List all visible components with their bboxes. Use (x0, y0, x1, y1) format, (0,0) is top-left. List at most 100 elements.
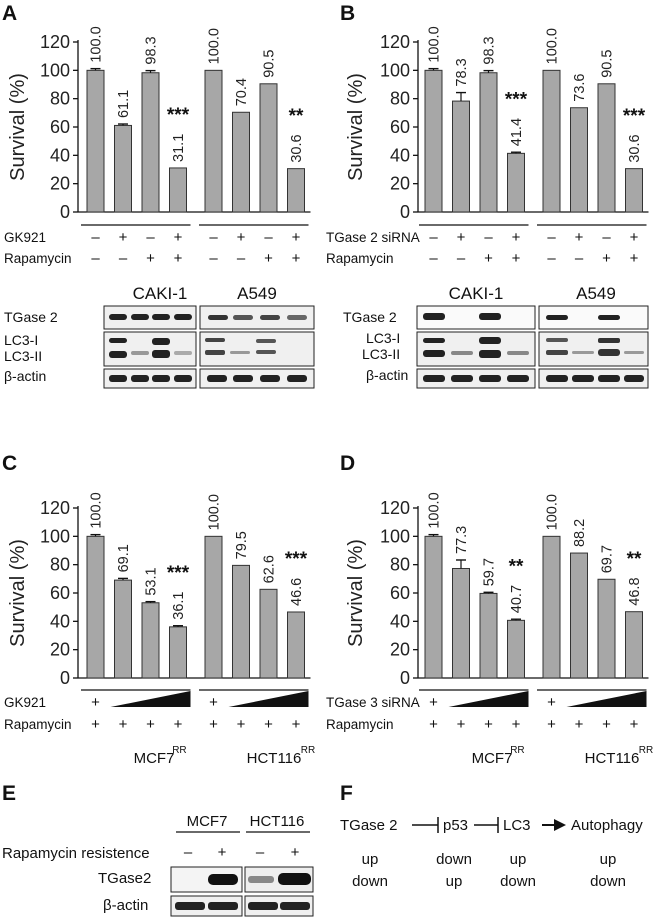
condition-sign: + (292, 716, 301, 733)
y-tick-label: 80 (390, 555, 410, 575)
data-label: 100.0 (207, 494, 223, 530)
bar (287, 611, 305, 679)
data-label: 100.0 (545, 28, 561, 64)
condition-sign: – (91, 229, 100, 246)
blot-box (416, 305, 536, 330)
blot-band (152, 338, 170, 345)
condition-sign: + (119, 716, 128, 733)
condition-sign: + (119, 229, 128, 246)
y-tick-label: 120 (40, 498, 70, 518)
blot-band (174, 351, 192, 355)
cell-line-superscript: RR (510, 745, 524, 756)
condition-sign: + (484, 716, 493, 733)
bar (452, 567, 470, 679)
western-blot-b: CAKI-1 A549 TGase 2 LC3-I LC3-II β-actin (343, 284, 649, 389)
bar (424, 69, 443, 213)
condition-sign: + (292, 250, 301, 267)
blot-band (109, 375, 127, 382)
blot-a-cell-a549: A549 (237, 284, 277, 303)
dose-ramp (110, 691, 191, 707)
condition-sign: + (237, 716, 246, 733)
y-tick-label: 120 (380, 498, 410, 518)
dose-ramp (228, 691, 309, 707)
panel-f-pathway: TGase 2 p53 LC3 Autophagy up down up up … (340, 817, 643, 890)
condition-sign: – (209, 250, 218, 267)
blot-band (174, 375, 192, 382)
condition-label: GK921 (4, 695, 46, 710)
blot-band (598, 315, 620, 320)
panel-label-d: D (340, 452, 355, 475)
significance-marker: *** (623, 106, 646, 127)
y-tick-label: 40 (50, 611, 70, 631)
y-tick-label: 100 (380, 60, 410, 80)
y-axis-label: Survival (%) (7, 539, 29, 647)
blot-band (423, 313, 445, 320)
pathway-level: up (510, 851, 527, 868)
y-axis-label: Survival (%) (345, 73, 367, 181)
significance-marker: *** (167, 105, 190, 126)
blot-a-label-lc3i: LC3-I (4, 332, 38, 348)
panel-e-cell-hct116: HCT116 (250, 813, 305, 830)
blot-box (199, 368, 315, 389)
pathway-node-p53: p53 (443, 817, 468, 834)
condition-sign: + (575, 229, 584, 246)
significance-marker: ** (289, 106, 304, 127)
pathway-node-autophagy: Autophagy (571, 817, 643, 834)
data-label: 53.1 (144, 567, 160, 595)
blot-a-label-lc3ii: LC3-II (4, 348, 42, 364)
blot-b-cell-caki: CAKI-1 (449, 284, 504, 303)
blot-band (109, 314, 127, 320)
significance-marker: ** (509, 556, 524, 577)
y-axis-label: Survival (%) (345, 539, 367, 647)
blot-band (572, 375, 594, 382)
blot-box (103, 368, 197, 389)
panel-label-b: B (340, 2, 355, 25)
blot-band (233, 315, 253, 320)
cell-line-superscript: RR (172, 745, 186, 756)
bar (259, 588, 278, 679)
condition-sign: + (174, 229, 183, 246)
blot-band (131, 351, 149, 355)
data-label: 78.3 (454, 58, 470, 86)
panel-e-sign: + (291, 844, 300, 861)
condition-sign: + (209, 694, 218, 711)
data-label: 100.0 (89, 26, 105, 62)
blot-b-label-lc3ii: LC3-II (362, 346, 400, 362)
pathway-node-lc3: LC3 (503, 817, 531, 834)
condition-label: Rapamycin (326, 251, 394, 266)
panel-e-row-tgase2: TGase2 (98, 870, 151, 887)
bar (479, 592, 498, 679)
blot-band (256, 339, 276, 343)
blot-box (103, 305, 197, 330)
blot-band (423, 350, 445, 357)
data-label: 46.8 (627, 577, 643, 605)
y-tick-label: 40 (390, 145, 410, 165)
y-tick-label: 120 (380, 32, 410, 52)
condition-sign: + (237, 229, 246, 246)
survival-chart-b: 0 20 40 60 80 100 120 Survival (%) 100.0 78.3 98.3… (326, 26, 649, 267)
blot-box (538, 305, 649, 330)
dose-ramp (566, 691, 647, 707)
data-label: 98.3 (482, 36, 498, 64)
blot-b-label-lc3i: LC3-I (366, 330, 400, 346)
y-tick-label: 80 (50, 89, 70, 109)
bar (86, 69, 105, 213)
blot-band (479, 350, 501, 358)
blot-band (479, 313, 501, 320)
survival-chart-c: 0 20 40 60 80 100 120 Survival (%) 100.0 69.1 53.1… (4, 492, 315, 767)
blot-b-label-actin: β-actin (366, 367, 408, 383)
blot-band (287, 315, 307, 320)
condition-sign: + (429, 716, 438, 733)
blot-band (451, 375, 473, 382)
condition-label: Rapamycin (4, 251, 72, 266)
blot-band (546, 315, 568, 320)
blot-band (175, 902, 205, 910)
blot-band (208, 315, 228, 320)
bar (232, 111, 250, 213)
blot-a-label-actin: β-actin (4, 368, 46, 384)
data-label: 90.5 (600, 50, 616, 78)
data-label: 61.1 (116, 90, 132, 118)
y-tick-label: 100 (380, 526, 410, 546)
data-label: 46.6 (289, 578, 305, 606)
blot-band (131, 314, 149, 320)
